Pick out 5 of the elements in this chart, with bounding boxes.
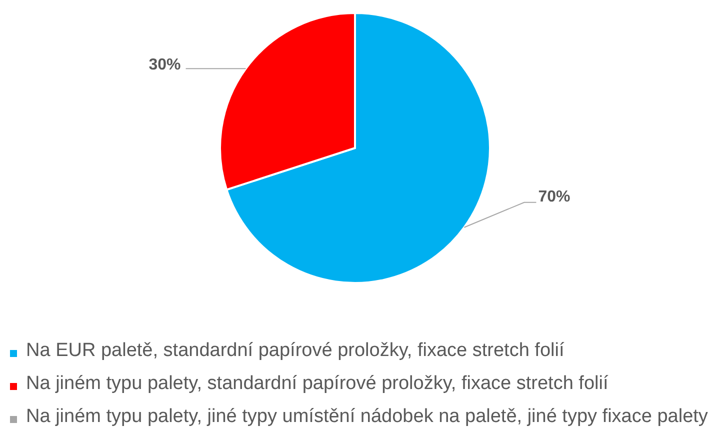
- data-label: 30%: [148, 56, 181, 74]
- data-label: 70%: [538, 188, 570, 206]
- legend-label: Na EUR paletě, standardní papírové proložky, fixace stretch folií: [26, 340, 564, 361]
- legend-label: Na jiném typu palety, jiné typy umístění nádobek na paletě, jiné typy fixace palety: [26, 406, 708, 427]
- legend-label: Na jiném typu palety, standardní papírové proložky, fixace stretch folií: [26, 373, 608, 394]
